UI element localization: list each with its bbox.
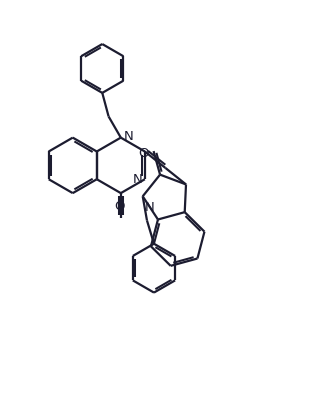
Text: O: O bbox=[115, 199, 125, 213]
Text: N: N bbox=[124, 130, 134, 143]
Text: N: N bbox=[133, 173, 143, 186]
Text: O: O bbox=[138, 147, 148, 159]
Text: N: N bbox=[145, 201, 154, 214]
